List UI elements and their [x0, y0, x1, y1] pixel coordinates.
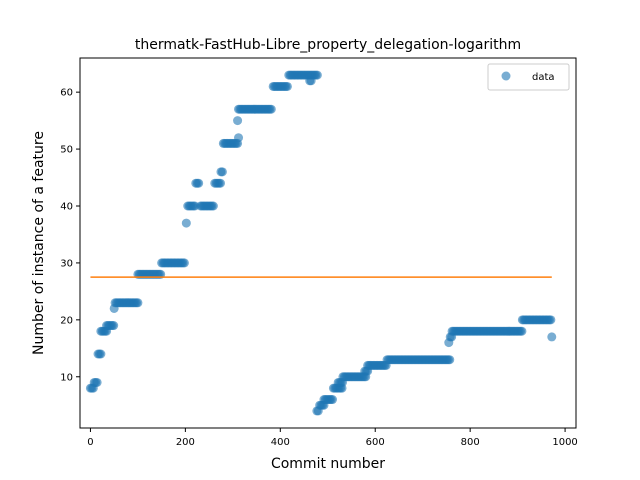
data-point	[109, 321, 119, 331]
y-tick-label: 20	[60, 315, 73, 326]
data-point	[194, 178, 204, 188]
data-point	[328, 395, 338, 405]
y-axis: 10 20 30 40 50 60	[60, 88, 80, 383]
y-axis-label: Number of instance of a feature	[31, 131, 47, 355]
data-point	[133, 298, 143, 308]
chart-title: thermatk-FastHub-Libre_property_delegati…	[135, 37, 521, 53]
x-axis: 0 200 400 600 800 1000	[87, 428, 578, 448]
y-tick-label: 30	[60, 258, 73, 269]
data-point	[208, 201, 218, 211]
data-point	[282, 81, 292, 91]
axes-frame	[79, 57, 577, 429]
x-tick-label: 400	[271, 437, 290, 448]
data-point	[445, 355, 455, 365]
x-tick-label: 600	[366, 437, 385, 448]
legend: data	[487, 63, 570, 91]
y-tick-label: 60	[60, 88, 73, 99]
data-point	[306, 76, 316, 86]
x-tick-label: 0	[87, 437, 93, 448]
data-point	[215, 178, 225, 188]
data-point	[233, 116, 243, 126]
data-point	[234, 133, 244, 143]
data-point	[179, 258, 189, 268]
legend-box	[487, 63, 570, 91]
plot-area	[79, 57, 577, 429]
x-tick-label: 800	[461, 437, 480, 448]
data-point	[546, 315, 556, 325]
y-tick-label: 40	[60, 202, 73, 213]
scatter-series	[85, 70, 557, 416]
legend-marker	[501, 71, 511, 81]
data-point	[217, 167, 227, 177]
y-tick-label: 10	[60, 372, 73, 383]
data-point	[266, 104, 276, 114]
y-tick-label: 50	[60, 145, 73, 156]
data-point	[547, 332, 557, 342]
data-point	[96, 349, 106, 359]
x-axis-label: Commit number	[271, 456, 385, 472]
data-point	[181, 218, 191, 228]
data-point	[517, 326, 527, 336]
legend-label: data	[532, 72, 555, 83]
x-tick-label: 200	[176, 437, 195, 448]
data-point	[92, 377, 102, 387]
x-tick-label: 1000	[552, 437, 577, 448]
plot-background	[80, 58, 576, 428]
data-point	[312, 70, 322, 80]
